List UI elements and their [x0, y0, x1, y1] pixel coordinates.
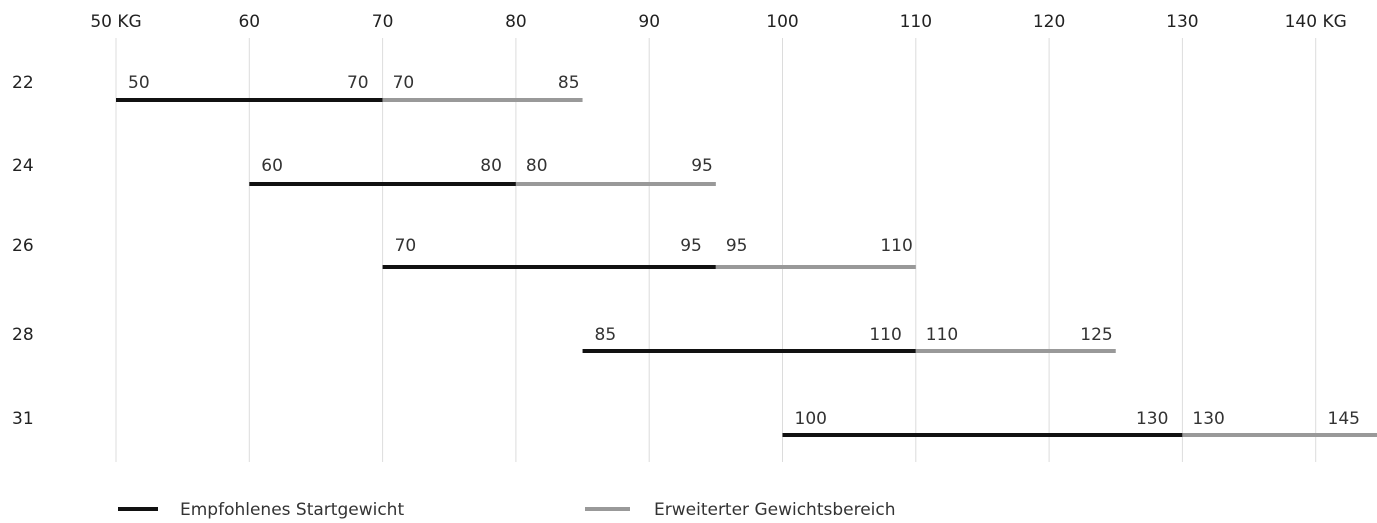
recommended-start-label: 60 — [261, 156, 283, 176]
x-tick-label: 120 — [1033, 12, 1065, 32]
recommended-end-label: 95 — [680, 236, 702, 256]
row-label: 31 — [12, 409, 34, 429]
legend-label: Erweiterter Gewichtsbereich — [654, 500, 896, 520]
recommended-start-label: 50 — [128, 73, 150, 93]
row-label: 26 — [12, 236, 34, 256]
chart-row: 26 70 95 95 110 — [12, 236, 916, 269]
recommended-start-label: 100 — [795, 409, 827, 429]
chart-row: 22 50 70 70 85 — [12, 73, 583, 102]
x-tick-label: 100 — [766, 12, 798, 32]
extended-end-label: 110 — [880, 236, 912, 256]
recommended-start-label: 70 — [395, 236, 417, 256]
extended-end-label: 95 — [691, 156, 713, 176]
recommended-end-label: 110 — [869, 325, 901, 345]
x-axis-ticks: 50 KG 60 70 80 90 100 110 120 130 140 KG — [90, 12, 1346, 32]
x-tick-label: 130 — [1166, 12, 1198, 32]
recommended-start-label: 85 — [595, 325, 617, 345]
extended-end-label: 125 — [1080, 325, 1112, 345]
legend-item: Erweiterter Gewichtsbereich — [585, 500, 896, 520]
extended-start-label: 130 — [1192, 409, 1224, 429]
x-tick-label: 140 KG — [1285, 12, 1347, 32]
x-tick-label: 50 KG — [90, 12, 141, 32]
x-tick-label: 80 — [505, 12, 527, 32]
extended-start-label: 70 — [393, 73, 415, 93]
recommended-end-label: 70 — [347, 73, 369, 93]
row-label: 22 — [12, 73, 34, 93]
legend-item: Empfohlenes Startgewicht — [118, 500, 404, 520]
chart-row: 31 100 130 130 145 — [12, 409, 1377, 437]
row-label: 28 — [12, 325, 34, 345]
extended-end-label: 85 — [558, 73, 580, 93]
x-tick-label: 60 — [238, 12, 260, 32]
extended-start-label: 95 — [726, 236, 748, 256]
legend: Empfohlenes Startgewicht Erweiterter Gewi… — [118, 500, 896, 520]
legend-label: Empfohlenes Startgewicht — [180, 500, 404, 520]
extended-end-label: 145 — [1328, 409, 1360, 429]
chart-row: 24 60 80 80 95 — [12, 156, 716, 186]
recommended-end-label: 80 — [480, 156, 502, 176]
x-tick-label: 70 — [372, 12, 394, 32]
rows: 22 50 70 70 85 24 60 80 80 95 26 70 95 95 110 28 85 110 11… — [12, 73, 1377, 437]
x-tick-label: 90 — [638, 12, 660, 32]
row-label: 24 — [12, 156, 34, 176]
grid-layer — [115, 38, 1317, 462]
x-tick-label: 110 — [900, 12, 932, 32]
extended-start-label: 80 — [526, 156, 548, 176]
chart-row: 28 85 110 110 125 — [12, 325, 1116, 353]
recommended-end-label: 130 — [1136, 409, 1168, 429]
extended-start-label: 110 — [926, 325, 958, 345]
